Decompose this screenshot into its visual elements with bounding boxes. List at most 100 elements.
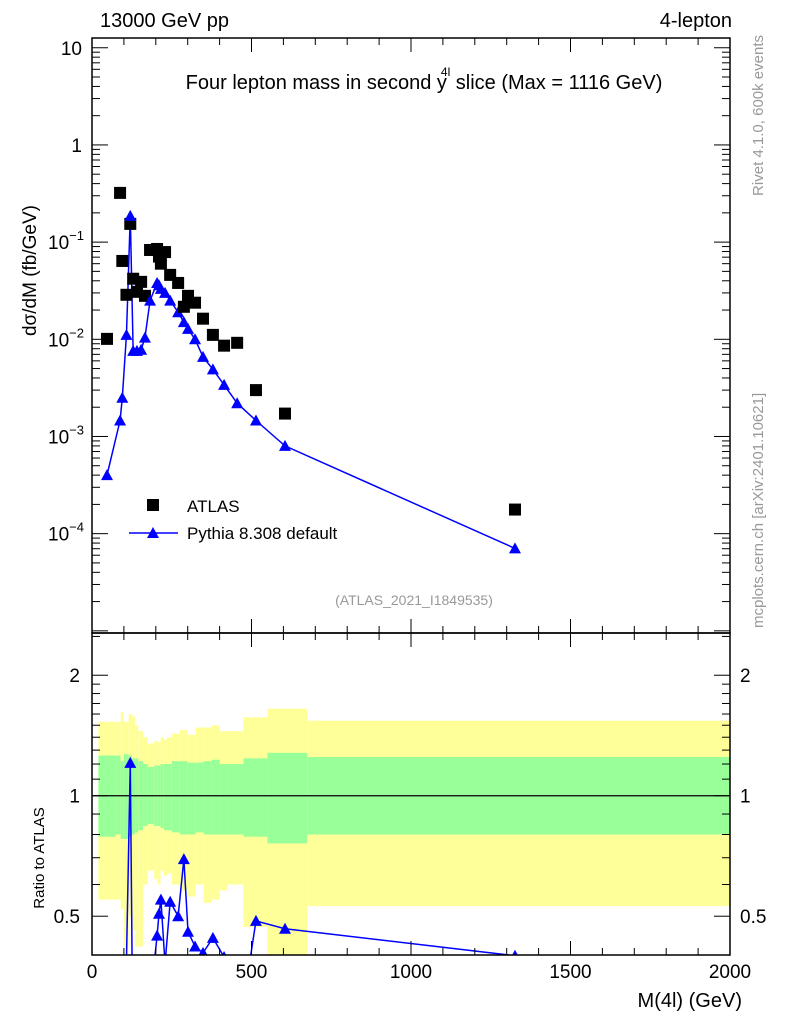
mc-point xyxy=(144,294,157,306)
ratio-point xyxy=(177,853,190,865)
chart-marks xyxy=(100,186,521,973)
mc-point xyxy=(182,322,195,334)
ratio-y-tick-label-right: 2 xyxy=(740,666,751,687)
x-tick-label: 1500 xyxy=(549,962,591,983)
ratio-y-axis-label: Ratio to ATLAS xyxy=(31,807,48,908)
inner-band-bin xyxy=(120,761,124,839)
ratio-point xyxy=(172,910,185,922)
ratio-point xyxy=(152,907,165,919)
inner-band-bin xyxy=(171,761,180,833)
ratio-point xyxy=(154,893,167,905)
inner-band-bin xyxy=(211,759,220,835)
mc-point xyxy=(138,331,151,343)
mc-point xyxy=(189,333,202,345)
outer-band-bin xyxy=(135,725,139,947)
ratio-point xyxy=(512,949,518,955)
atlas-data-point xyxy=(172,276,185,289)
mc-point xyxy=(114,414,127,426)
ratio-point xyxy=(221,951,227,955)
ratio-point xyxy=(164,895,177,907)
atlas-data-point xyxy=(189,296,202,309)
ratio-y-tick-label-right: 1 xyxy=(740,787,751,808)
legend-label-atlas: ATLAS xyxy=(187,497,240,516)
atlas-data-point xyxy=(120,288,133,301)
atlas-data-point xyxy=(231,336,244,349)
inner-band-bin xyxy=(227,764,244,835)
inner-band-bin xyxy=(131,758,136,835)
ratio-point xyxy=(139,962,151,973)
x-axis-label: M(4l) (GeV) xyxy=(638,990,742,1012)
y-tick-label: 10−3 xyxy=(48,422,84,448)
x-tick-label: 500 xyxy=(236,962,268,983)
mc-point xyxy=(135,343,148,355)
ratio-point xyxy=(159,958,171,969)
ratio-point xyxy=(189,940,202,952)
axes: 0 500 1000 1500 2000 10 1 10−1 10−2 10−3 10−4 2 2 1 1 0… xyxy=(48,37,766,983)
mc-point xyxy=(231,397,244,409)
y-axis-label: dσ/dM (fb/GeV) xyxy=(20,205,41,336)
atlas-data-point xyxy=(177,300,190,313)
inner-band-bin xyxy=(166,764,172,831)
inner-band-bin xyxy=(219,764,228,835)
ratio-uncertainty-bands xyxy=(92,708,730,955)
mc-point xyxy=(278,439,291,451)
ratio-line xyxy=(125,762,516,955)
mc-point xyxy=(159,286,172,298)
x-tick-label: 1000 xyxy=(390,962,432,983)
atlas-data-point xyxy=(135,275,148,288)
atlas-data-point xyxy=(278,407,291,420)
inner-band-bin xyxy=(243,758,268,837)
legend-marker-mc xyxy=(147,527,159,538)
ratio-y-tick-label-left: 2 xyxy=(69,666,80,687)
mc-point xyxy=(218,378,231,390)
ratio-marks xyxy=(124,756,518,973)
outer-band-bin xyxy=(138,731,144,947)
ratio-y-tick-label-left: 1 xyxy=(69,787,80,808)
atlas-data-point xyxy=(206,328,219,341)
inner-band-bin xyxy=(187,762,196,835)
x-tick-label: 0 xyxy=(87,962,98,983)
atlas-data-point xyxy=(197,312,210,325)
inner-band-bin xyxy=(195,762,204,833)
analysis-id: (ATLAS_2021_I1849535) xyxy=(335,592,493,608)
mc-point xyxy=(116,391,129,403)
ratio-point xyxy=(182,925,195,937)
mcplots-reference: mcplots.cern.ch [arXiv:2401.10621] xyxy=(750,393,767,628)
mc-point xyxy=(197,350,210,362)
rivet-version: Rivet 4.1.0, 600k events xyxy=(750,35,767,196)
ratio-point xyxy=(151,929,164,941)
header-right: 4-lepton xyxy=(660,10,732,32)
mc-point xyxy=(164,294,177,306)
y-tick-label: 10−2 xyxy=(48,325,84,351)
legend-label-mc: Pythia 8.308 default xyxy=(187,524,338,543)
ratio-y-tick-label-left: 0.5 xyxy=(54,907,80,928)
ratio-point xyxy=(124,756,137,768)
atlas-data-point xyxy=(116,254,129,267)
mc-line xyxy=(106,215,516,550)
inner-band-bin xyxy=(203,761,212,835)
ratio-point xyxy=(278,922,291,934)
main-frame xyxy=(91,37,731,634)
mc-point xyxy=(177,316,190,328)
inner-band-bin xyxy=(143,764,148,827)
x-tick-label: 2000 xyxy=(709,962,751,983)
legend: ATLAS Pythia 8.308 default xyxy=(129,497,338,543)
ratio-point xyxy=(126,954,127,955)
inner-band-bin xyxy=(267,752,308,844)
mc-point xyxy=(508,542,521,554)
atlas-data-point xyxy=(249,384,262,397)
y-tick-label: 10−4 xyxy=(48,520,84,546)
atlas-data-point xyxy=(508,503,521,516)
atlas-data-point xyxy=(159,246,172,259)
inner-band-bin xyxy=(115,755,121,835)
atlas-data-point xyxy=(154,257,167,270)
mc-point xyxy=(206,363,219,375)
ratio-point xyxy=(206,931,219,943)
header-left: 13000 GeV pp xyxy=(100,10,229,32)
mc-point xyxy=(124,209,137,221)
inner-band-bin xyxy=(179,761,188,835)
ratio-point xyxy=(198,946,208,955)
y-tick-label: 10−1 xyxy=(48,228,84,254)
mc-point xyxy=(100,469,113,481)
